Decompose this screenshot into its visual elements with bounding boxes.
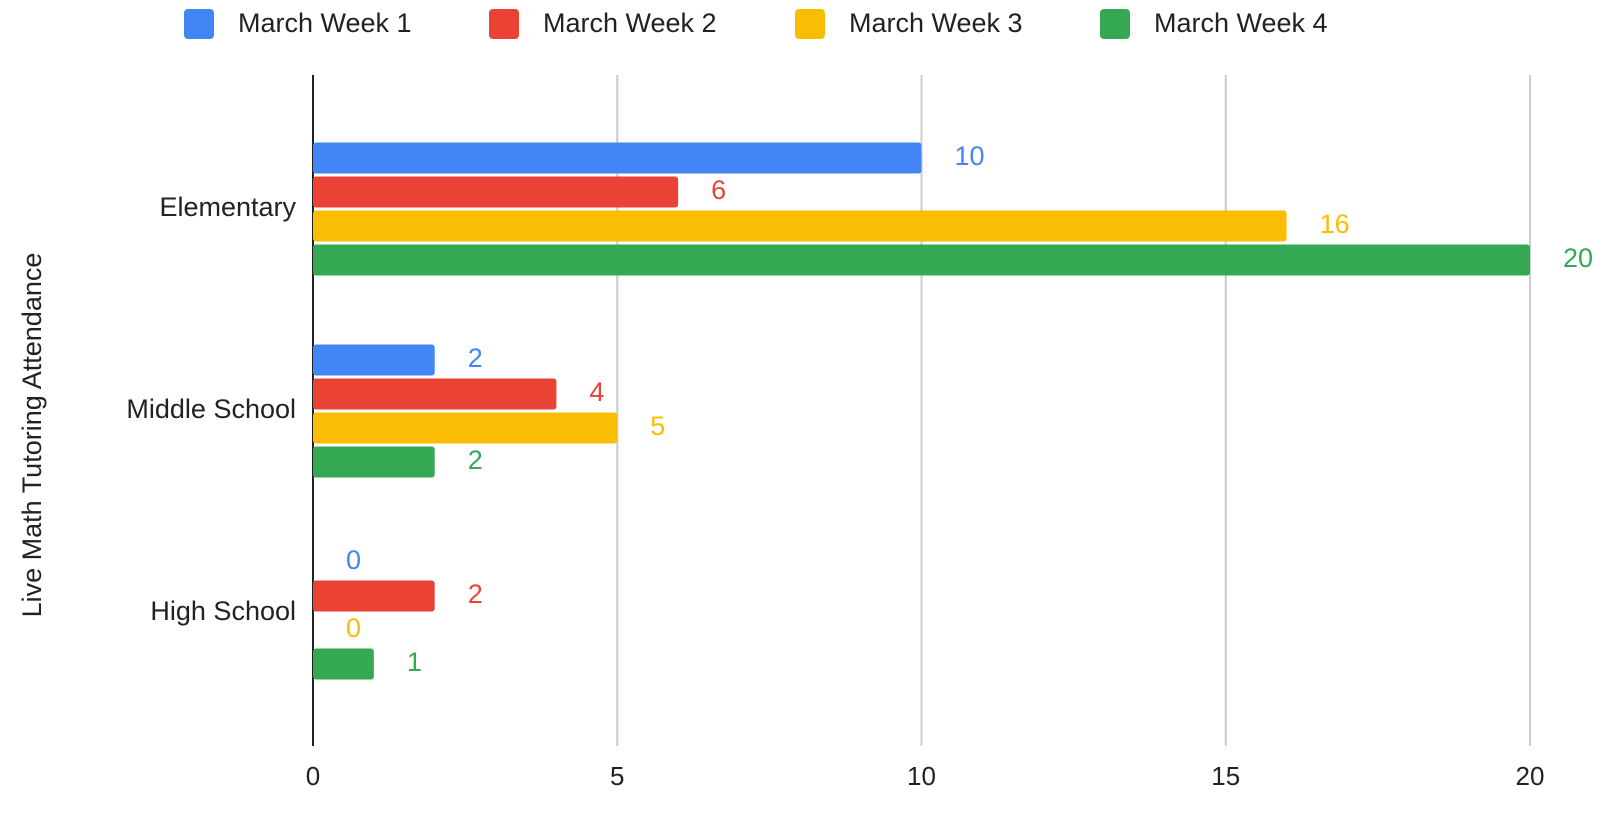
- value-label: 1: [407, 647, 422, 677]
- bar: [313, 412, 618, 444]
- x-tick-label: 20: [1516, 761, 1545, 791]
- bar: [313, 244, 1530, 276]
- bar: [313, 648, 374, 680]
- value-label: 20: [1563, 243, 1593, 273]
- bar: [313, 378, 557, 410]
- bar: [313, 142, 922, 174]
- legend-swatch: [795, 9, 825, 39]
- value-label: 6: [711, 175, 726, 205]
- x-tick-label: 5: [610, 761, 624, 791]
- value-label: 5: [650, 411, 665, 441]
- legend-swatch: [489, 9, 519, 39]
- legend-label: March Week 3: [849, 8, 1023, 38]
- y-axis-label: Live Math Tutoring Attendance: [17, 253, 47, 618]
- x-tick-label: 15: [1211, 761, 1240, 791]
- value-label: 0: [346, 545, 361, 575]
- value-label: 4: [589, 377, 604, 407]
- bar: [313, 446, 435, 478]
- bar: [313, 210, 1287, 242]
- bar: [313, 580, 435, 612]
- value-label: 2: [468, 579, 483, 609]
- legend-swatch: [184, 9, 214, 39]
- y-tick-label: Middle School: [126, 394, 296, 424]
- legend-label: March Week 4: [1154, 8, 1328, 38]
- value-label: 10: [955, 141, 985, 171]
- bar: [313, 344, 435, 376]
- x-tick-label: 0: [306, 761, 320, 791]
- x-tick-label: 10: [907, 761, 936, 791]
- y-tick-label: Elementary: [159, 192, 296, 222]
- legend-swatch: [1100, 9, 1130, 39]
- value-label: 0: [346, 613, 361, 643]
- value-label: 16: [1320, 209, 1350, 239]
- legend-label: March Week 2: [543, 8, 717, 38]
- value-label: 2: [468, 445, 483, 475]
- value-label: 2: [468, 343, 483, 373]
- legend-label: March Week 1: [238, 8, 412, 38]
- y-tick-label: High School: [150, 596, 296, 626]
- bar: [313, 176, 679, 208]
